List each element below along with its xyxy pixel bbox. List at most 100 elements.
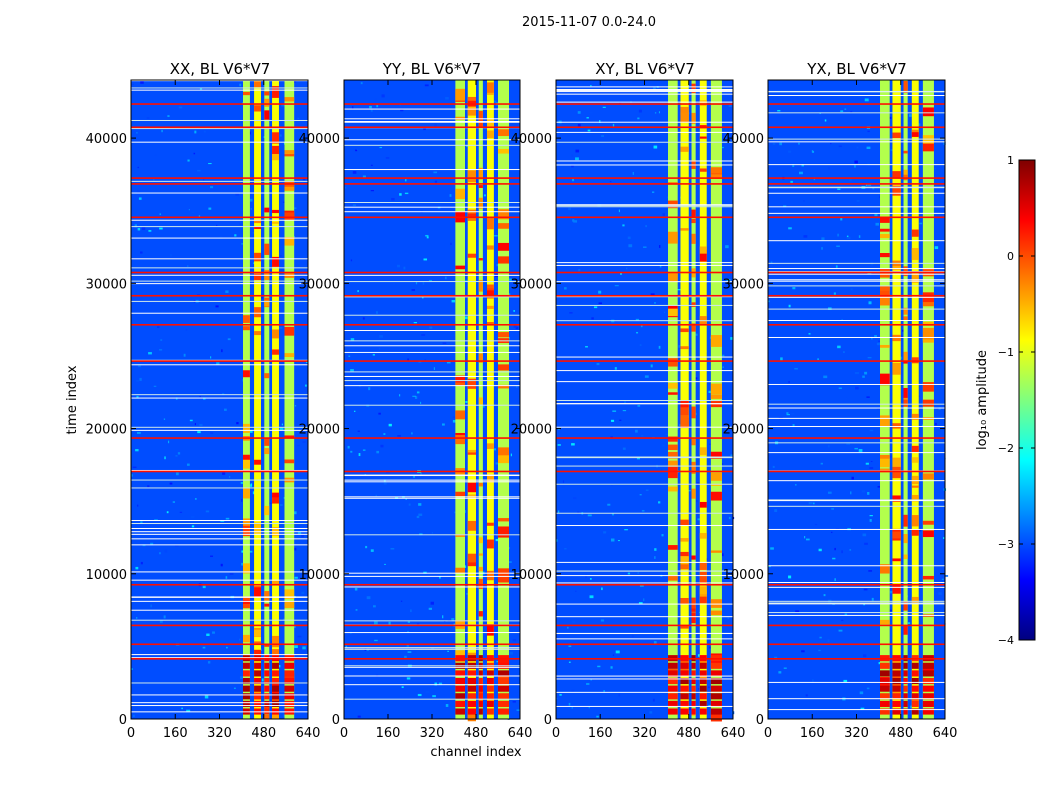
noise-pixel bbox=[297, 444, 300, 447]
flagged-row bbox=[556, 91, 733, 93]
noise-pixel bbox=[722, 366, 724, 368]
colorbar: 1 0 −1 −2 −3 −4 log₁₀ amplitude bbox=[975, 154, 1036, 647]
noise-pixel bbox=[708, 686, 710, 689]
noise-pixel bbox=[403, 266, 406, 270]
y-tick-label: 10000 bbox=[86, 568, 127, 583]
flagged-row bbox=[344, 375, 520, 377]
band-patch bbox=[272, 153, 279, 161]
burst-cell bbox=[467, 708, 476, 715]
rfi-row bbox=[768, 103, 945, 105]
noise-pixel bbox=[631, 634, 634, 638]
noise-pixel bbox=[438, 682, 443, 685]
noise-pixel bbox=[194, 130, 197, 134]
flagged-row bbox=[344, 202, 520, 204]
noise-pixel bbox=[508, 336, 510, 340]
noise-pixel bbox=[495, 538, 500, 542]
band-patch bbox=[243, 459, 250, 469]
band-patch bbox=[680, 328, 689, 333]
burst-cell bbox=[922, 693, 934, 700]
noise-pixel bbox=[844, 613, 848, 616]
band-patch bbox=[254, 81, 261, 88]
noise-pixel bbox=[643, 246, 647, 248]
flagged-row bbox=[556, 603, 733, 605]
flagged-row bbox=[344, 684, 520, 686]
flagged-row bbox=[556, 296, 733, 298]
noise-pixel bbox=[730, 337, 733, 340]
burst-cell bbox=[903, 670, 908, 677]
burst-cell bbox=[487, 685, 494, 692]
noise-pixel bbox=[841, 550, 843, 554]
band-patch bbox=[903, 534, 908, 544]
noise-pixel bbox=[612, 654, 615, 656]
band-patch bbox=[487, 305, 494, 309]
noise-pixel bbox=[133, 714, 135, 718]
band-patch bbox=[498, 364, 509, 371]
y-tick-label: 30000 bbox=[511, 277, 552, 292]
noise-pixel bbox=[786, 412, 789, 414]
noise-pixel bbox=[208, 163, 212, 165]
noise-pixel bbox=[817, 358, 819, 360]
noise-pixel bbox=[434, 682, 438, 686]
noise-pixel bbox=[652, 698, 655, 702]
flagged-row bbox=[131, 119, 308, 121]
band-patch bbox=[487, 91, 494, 95]
noise-pixel bbox=[889, 590, 893, 594]
noise-pixel bbox=[485, 299, 488, 302]
noise-pixel bbox=[567, 626, 569, 629]
noise-pixel bbox=[944, 575, 949, 577]
noise-pixel bbox=[695, 500, 698, 502]
y-tick-label: 40000 bbox=[86, 132, 127, 147]
noise-pixel bbox=[725, 245, 729, 249]
flagged-row bbox=[768, 417, 945, 419]
flagged-row bbox=[131, 527, 308, 529]
x-tick-label: 160 bbox=[588, 726, 613, 741]
band-patch bbox=[254, 331, 261, 336]
band-patch bbox=[680, 403, 689, 416]
flagged-row bbox=[556, 262, 733, 264]
band-patch bbox=[478, 353, 483, 363]
noise-pixel bbox=[557, 444, 561, 446]
noise-pixel bbox=[294, 645, 298, 649]
noise-pixel bbox=[434, 123, 437, 127]
band-patch bbox=[455, 375, 465, 383]
x-tick-label: 160 bbox=[800, 726, 825, 741]
band-patch bbox=[691, 218, 696, 224]
noise-pixel bbox=[417, 693, 422, 697]
burst-cell bbox=[699, 670, 707, 677]
flagged-row bbox=[768, 268, 945, 270]
flagged-row bbox=[344, 534, 520, 536]
rfi-row bbox=[344, 583, 520, 586]
band-patch bbox=[922, 520, 934, 525]
rfi-row bbox=[556, 271, 733, 274]
band-patch bbox=[498, 384, 509, 389]
noise-pixel bbox=[603, 531, 607, 534]
noise-pixel bbox=[268, 502, 272, 504]
band-patch bbox=[254, 105, 261, 112]
rfi-row bbox=[344, 271, 520, 274]
noise-pixel bbox=[676, 92, 679, 95]
noise-pixel bbox=[774, 509, 778, 513]
noise-pixel bbox=[622, 224, 625, 227]
band-patch bbox=[710, 610, 722, 616]
flagged-row bbox=[344, 575, 520, 577]
burst-cell bbox=[710, 662, 722, 669]
band-patch bbox=[478, 280, 483, 292]
noise-pixel bbox=[261, 690, 266, 692]
noise-pixel bbox=[241, 562, 243, 566]
rfi-row bbox=[556, 183, 733, 185]
noise-pixel bbox=[572, 620, 576, 623]
band-patch bbox=[272, 209, 279, 214]
flagged-row bbox=[768, 586, 945, 588]
burst-cell bbox=[680, 685, 689, 692]
noise-pixel bbox=[259, 297, 264, 299]
burst-cell bbox=[254, 693, 261, 700]
burst-cell bbox=[911, 662, 919, 669]
band-patch bbox=[467, 96, 476, 105]
noise-pixel bbox=[293, 207, 297, 209]
band-patch bbox=[668, 308, 678, 317]
noise-pixel bbox=[407, 620, 411, 623]
noise-pixel bbox=[832, 603, 835, 605]
band-patch bbox=[911, 248, 919, 260]
flagged-row bbox=[556, 264, 733, 266]
noise-pixel bbox=[282, 201, 287, 203]
